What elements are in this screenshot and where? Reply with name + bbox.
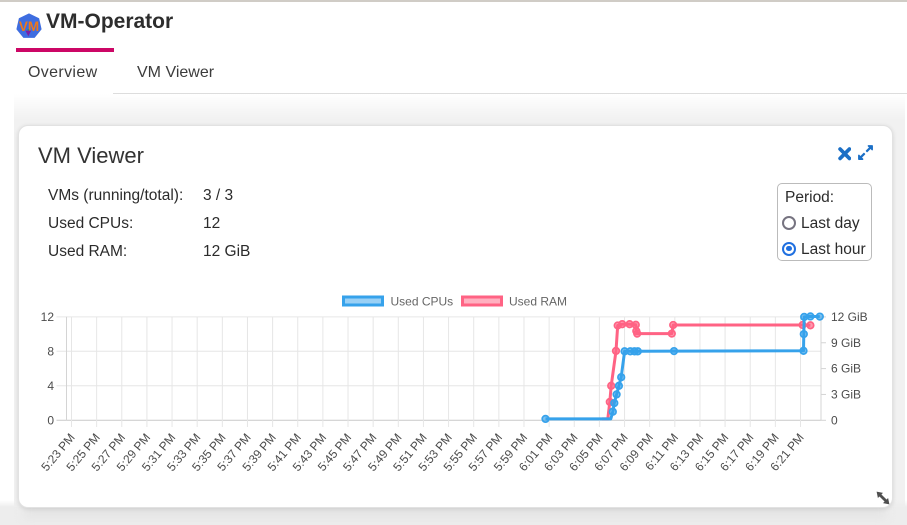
- svg-text:8: 8: [47, 344, 54, 358]
- svg-text:3 GiB: 3 GiB: [831, 388, 861, 402]
- svg-text:Used CPUs: Used CPUs: [391, 295, 454, 309]
- svg-text:12 GiB: 12 GiB: [831, 310, 868, 324]
- svg-text:6 GiB: 6 GiB: [831, 362, 861, 376]
- svg-text:VM: VM: [19, 19, 39, 34]
- svg-text:4: 4: [47, 379, 54, 393]
- svg-text:Used RAM: Used RAM: [509, 295, 567, 309]
- svg-text:0: 0: [831, 413, 838, 427]
- svg-text:9 GiB: 9 GiB: [831, 336, 861, 350]
- svg-text:0: 0: [47, 413, 54, 427]
- svg-text:12: 12: [41, 310, 55, 324]
